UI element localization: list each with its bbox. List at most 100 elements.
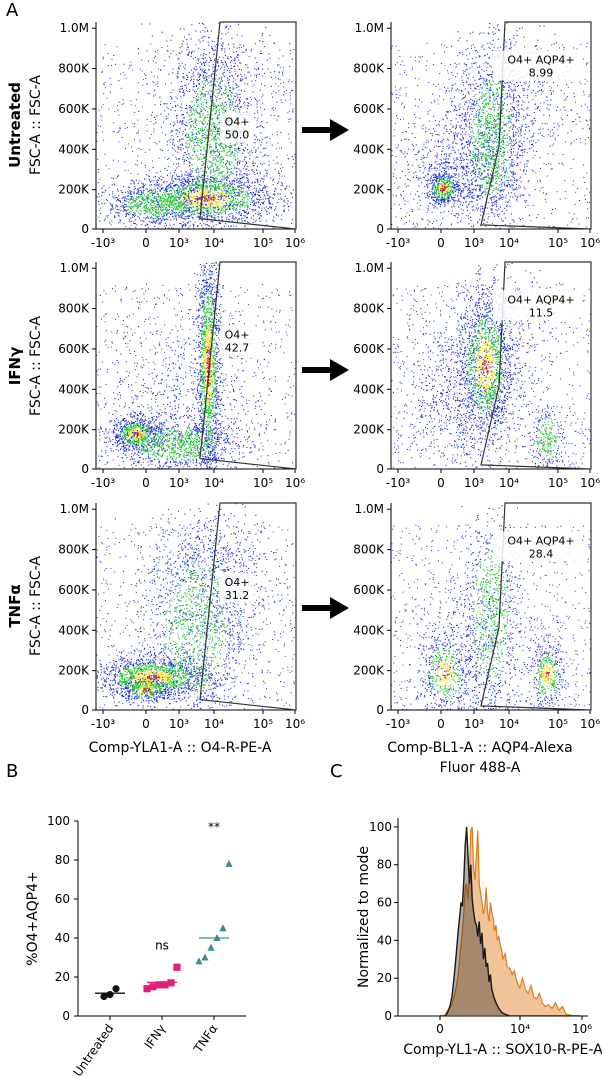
gate-name-label: O4+	[225, 329, 250, 342]
x-tick-label: 10³	[169, 476, 189, 490]
x-tick-label: 10⁵	[253, 717, 273, 731]
x-tick-label: 10⁵	[548, 717, 568, 731]
gate-label-bg	[493, 290, 579, 321]
x-tick-label: -10³	[91, 236, 116, 250]
y-tick-label: 0	[81, 222, 89, 236]
gate-label-bg	[220, 572, 254, 603]
gate-polygon	[199, 21, 297, 230]
gate-label-bg	[220, 325, 254, 356]
gate-label-bg	[220, 112, 254, 143]
y-tick-label: 60	[55, 892, 70, 906]
flow-x-title-right-line2: Fluor 488-A	[440, 760, 521, 776]
y-tick-label: 40	[55, 931, 70, 945]
gate-polygon	[480, 261, 592, 470]
x-tick-label: 10⁴	[204, 476, 224, 490]
data-point-tnfa	[219, 924, 227, 932]
y-tick-label: 20	[377, 971, 392, 985]
arrow-icon-row2	[302, 359, 349, 381]
density-dots	[96, 22, 296, 229]
x-tick-label: 10⁴	[499, 476, 519, 490]
x-tick-label: -10³	[386, 476, 411, 490]
x-tick-label: 10⁴	[204, 236, 224, 250]
black-histogram-line	[440, 826, 580, 1016]
x-tick-label: 10³	[464, 717, 484, 731]
row-label-tnfa: TNFα	[6, 584, 24, 627]
y-tick-label: 1.0M	[60, 502, 89, 516]
x-tick-label: 0	[437, 236, 445, 250]
y-tick-label: 1.0M	[355, 21, 384, 35]
y-tick-label: 800K	[58, 302, 90, 316]
y-tick-label: 60	[377, 896, 392, 910]
flow-x-title-right-line1: Comp-BL1-A :: AQP4-Alexa	[387, 740, 573, 756]
y-tick-label: 400K	[353, 142, 385, 156]
x-tick-label: 10⁶	[580, 717, 600, 731]
data-point-ifng	[173, 963, 181, 971]
y-tick-label: 600K	[353, 342, 385, 356]
y-tick-label: 200K	[353, 423, 385, 437]
y-tick-label: 400K	[58, 382, 90, 396]
gate-polygon	[199, 502, 297, 711]
y-tick-label: 400K	[353, 382, 385, 396]
x-tick-label: 0	[437, 717, 445, 731]
data-point-untreated	[112, 985, 120, 993]
x-tick-label: 10⁶	[580, 476, 600, 490]
x-tick-label: 10⁴	[510, 1022, 530, 1036]
data-point-ifng	[149, 983, 157, 991]
x-tick-label: 10⁶	[285, 476, 305, 490]
x-tick-label: 0	[436, 1022, 444, 1036]
y-tick-label: 600K	[353, 583, 385, 597]
orange-histogram-fill	[440, 826, 580, 1016]
x-tick-label: 10⁴	[204, 717, 224, 731]
density-dots	[96, 262, 296, 469]
x-tick-label: 0	[142, 476, 150, 490]
gate-name-label: O4+ AQP4+	[507, 293, 574, 306]
gate-polygon	[199, 261, 297, 470]
y-tick-label: 600K	[353, 102, 385, 116]
x-tick-label: 10⁵	[548, 476, 568, 490]
y-tick-label: 400K	[58, 623, 90, 637]
data-point-ifng	[155, 981, 163, 989]
y-tick-label: 800K	[58, 543, 90, 557]
orange-histogram-line	[440, 826, 580, 1016]
flow-y-title-row1: FSC-A :: FSC-A	[28, 75, 44, 175]
x-tick-label: IFNγ	[142, 1022, 169, 1052]
y-tick-label: 100	[47, 814, 70, 828]
y-tick-label: 200K	[58, 423, 90, 437]
flow-y-title-row3: FSC-A :: FSC-A	[28, 556, 44, 656]
gate-name-label: O4+ AQP4+	[507, 53, 574, 66]
y-tick-label: 0	[376, 703, 384, 717]
y-tick-label: 800K	[353, 302, 385, 316]
panel-b-dotplot: 0 20 40 60 80 100 %O4+AQP4+ Untreated IFNγ TNFα ns…	[25, 814, 246, 1076]
black-histogram-fill	[440, 826, 580, 1016]
gate-label-bg	[493, 50, 579, 81]
x-tick-label: Untreated	[70, 1022, 116, 1076]
x-tick-label: -10³	[386, 717, 411, 731]
y-tick-label: 1.0M	[355, 261, 384, 275]
row-label-ifng: IFNγ	[6, 347, 24, 386]
y-tick-label: 1.0M	[60, 261, 89, 275]
x-tick-label: 10⁴	[499, 236, 519, 250]
data-point-untreated	[100, 992, 108, 1001]
x-tick-label: 10³	[464, 476, 484, 490]
x-tick-label: -10³	[386, 236, 411, 250]
y-axis-title: %O4+AQP4+	[25, 871, 41, 965]
y-tick-label: 100	[369, 820, 392, 834]
data-point-tnfa	[195, 957, 203, 965]
gate-polygon	[480, 21, 592, 230]
y-tick-label: 0	[376, 222, 384, 236]
x-tick-label: 10⁵	[253, 476, 273, 490]
y-tick-label: 1.0M	[355, 502, 384, 516]
y-tick-label: 80	[377, 858, 392, 872]
arrow-icon-row1	[302, 119, 349, 141]
gate-polygon	[480, 502, 592, 711]
y-tick-label: 800K	[353, 543, 385, 557]
gate-name-label: O4+ AQP4+	[507, 534, 574, 547]
x-tick-label: 10⁶	[580, 236, 600, 250]
x-axis-title: Comp-YL1-A :: SOX10-R-PE-A	[403, 1042, 602, 1058]
y-tick-label: 1.0M	[60, 21, 89, 35]
